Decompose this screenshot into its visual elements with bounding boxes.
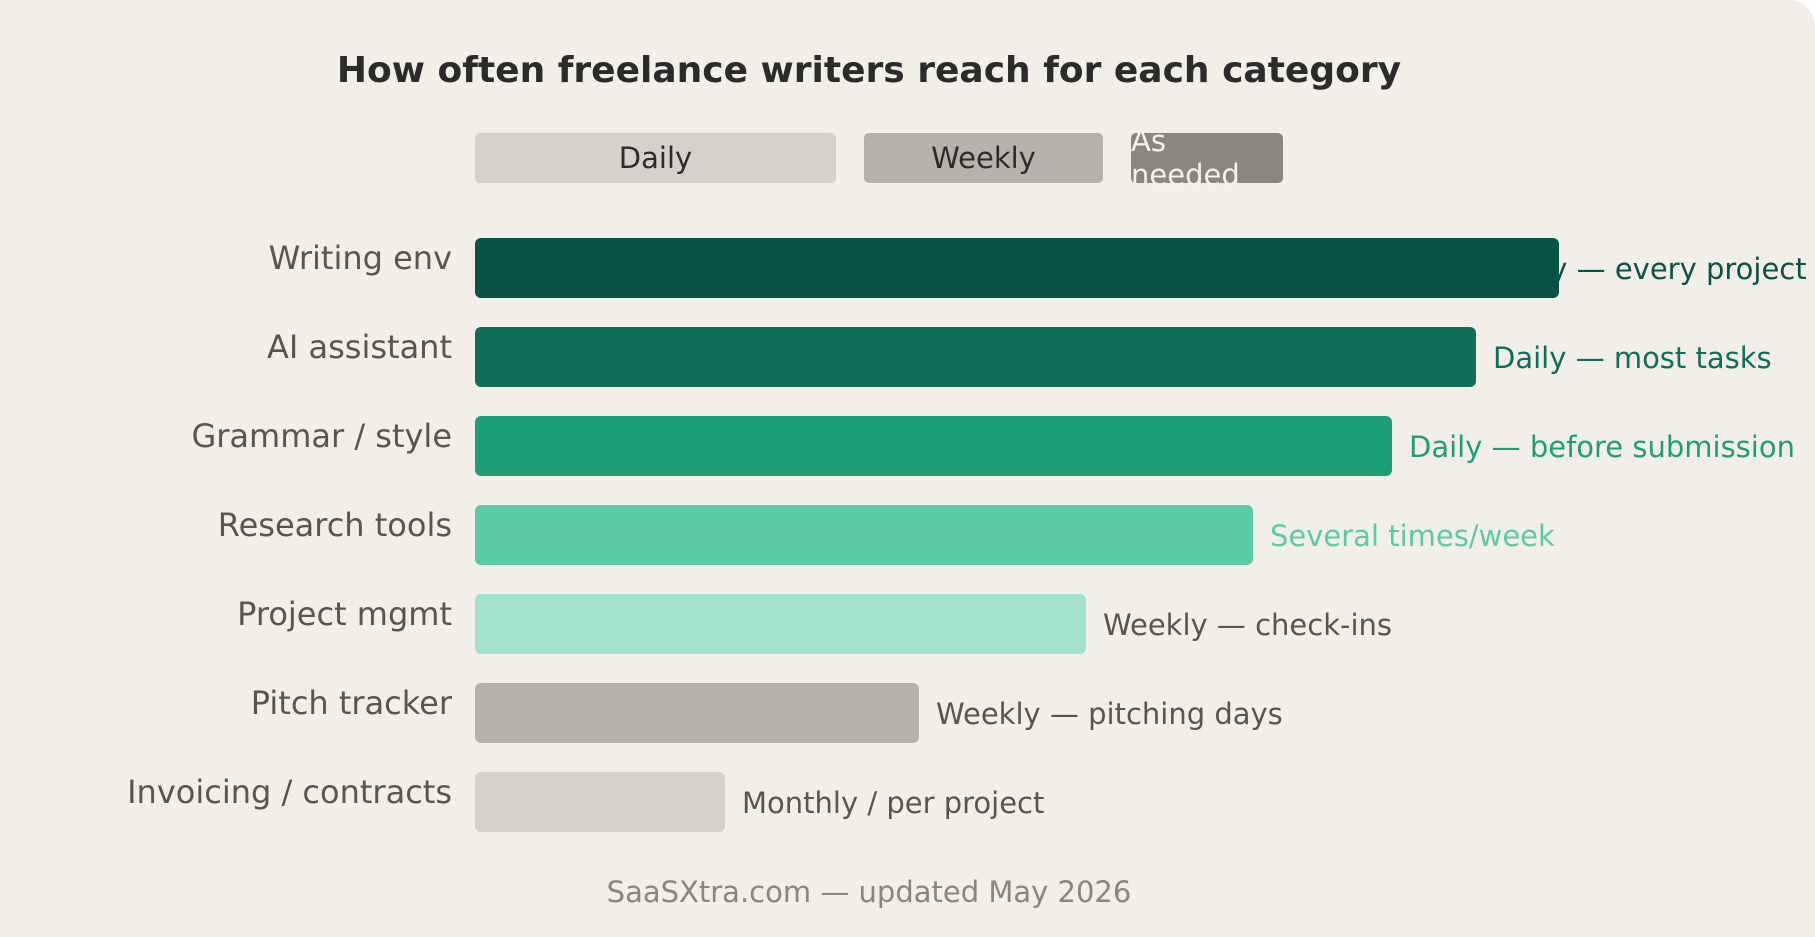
category-label: Research tools bbox=[217, 506, 452, 544]
category-label: Writing env bbox=[268, 239, 452, 277]
bar bbox=[475, 594, 1086, 654]
bar-value-label: Several times/week bbox=[1270, 519, 1555, 553]
bar-value-label: Weekly — pitching days bbox=[936, 697, 1283, 731]
legend-item-daily: Daily bbox=[475, 133, 836, 183]
legend-item-weekly: Weekly bbox=[864, 133, 1103, 183]
category-label: Project mgmt bbox=[237, 595, 452, 633]
bar bbox=[475, 772, 725, 832]
legend-item-as-needed: As needed bbox=[1131, 124, 1283, 192]
bar-value-label: Monthly / per project bbox=[742, 786, 1045, 820]
bar bbox=[475, 416, 1392, 476]
bar bbox=[475, 238, 1559, 298]
bar-value-label: Daily — before submission bbox=[1409, 430, 1795, 464]
category-label: AI assistant bbox=[267, 328, 452, 366]
category-label: Pitch tracker bbox=[250, 684, 452, 722]
bar bbox=[475, 505, 1253, 565]
chart-title: How often freelance writers reach for ea… bbox=[336, 50, 1402, 91]
category-label: Grammar / style bbox=[191, 417, 452, 455]
bar bbox=[475, 327, 1476, 387]
footer-credit: SaaSXtra.com — updated May 2026 bbox=[606, 875, 1132, 909]
category-label: Invoicing / contracts bbox=[127, 773, 452, 811]
bar bbox=[475, 683, 919, 743]
bar-value-label: Daily — most tasks bbox=[1493, 341, 1772, 375]
bar-value-label: Weekly — check-ins bbox=[1103, 608, 1393, 642]
